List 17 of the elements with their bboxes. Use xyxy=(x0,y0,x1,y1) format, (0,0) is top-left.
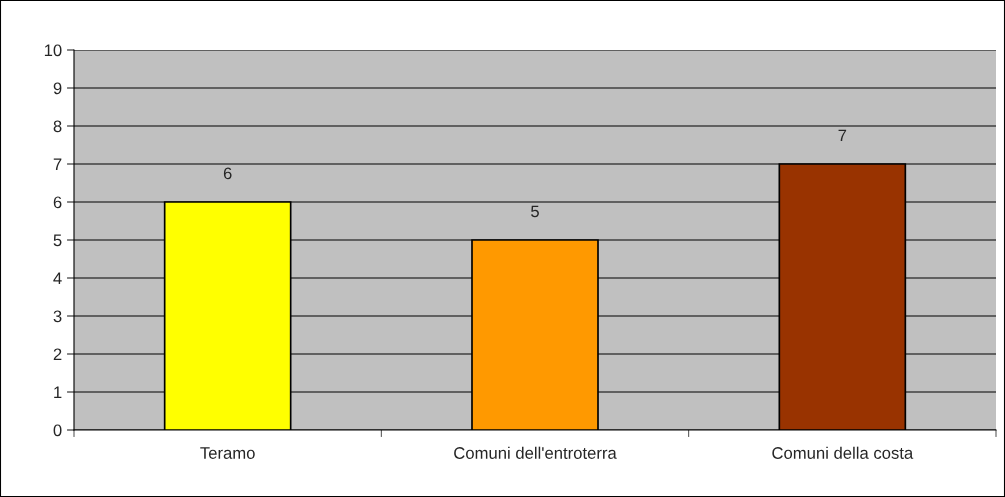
y-tick-label: 9 xyxy=(53,82,62,95)
y-tick-label: 2 xyxy=(53,348,62,361)
y-tick-label: 1 xyxy=(54,386,62,399)
data-label: 6 xyxy=(223,167,232,180)
y-tick-label: 8 xyxy=(53,120,62,133)
y-tick-label: 0 xyxy=(53,424,62,437)
x-tick-label: Comuni dell'entroterra xyxy=(454,446,617,459)
y-tick-label: 5 xyxy=(53,234,62,247)
x-tick-label: Comuni della costa xyxy=(772,446,914,459)
y-tick-label: 3 xyxy=(53,310,62,323)
y-tick-label: 10 xyxy=(44,44,62,57)
y-tick-label: 4 xyxy=(53,272,62,285)
data-label: 7 xyxy=(838,129,847,142)
data-label: 5 xyxy=(531,205,539,218)
y-tick-label: 6 xyxy=(53,196,62,209)
y-tick-label: 7 xyxy=(53,158,62,171)
x-tick-label: Teramo xyxy=(200,447,255,459)
